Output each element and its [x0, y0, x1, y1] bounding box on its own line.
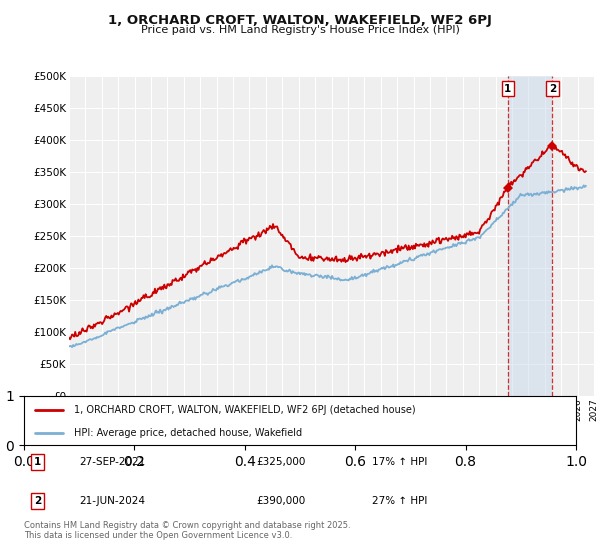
Text: 27-SEP-2021: 27-SEP-2021 — [79, 456, 145, 466]
Text: Contains HM Land Registry data © Crown copyright and database right 2025.
This d: Contains HM Land Registry data © Crown c… — [24, 521, 350, 540]
Text: HPI: Average price, detached house, Wakefield: HPI: Average price, detached house, Wake… — [74, 428, 302, 438]
Text: 2: 2 — [34, 496, 41, 506]
Bar — [508, 76, 553, 396]
Text: 17% ↑ HPI: 17% ↑ HPI — [372, 456, 427, 466]
Text: 21-JUN-2024: 21-JUN-2024 — [79, 496, 145, 506]
Text: 2: 2 — [549, 83, 556, 94]
Text: £325,000: £325,000 — [256, 456, 305, 466]
Text: 1, ORCHARD CROFT, WALTON, WAKEFIELD, WF2 6PJ (detached house): 1, ORCHARD CROFT, WALTON, WAKEFIELD, WF2… — [74, 405, 415, 415]
Text: Price paid vs. HM Land Registry's House Price Index (HPI): Price paid vs. HM Land Registry's House … — [140, 25, 460, 35]
Text: 1, ORCHARD CROFT, WALTON, WAKEFIELD, WF2 6PJ: 1, ORCHARD CROFT, WALTON, WAKEFIELD, WF2… — [108, 14, 492, 27]
Text: 1: 1 — [34, 456, 41, 466]
Text: 1: 1 — [504, 83, 511, 94]
Text: 27% ↑ HPI: 27% ↑ HPI — [372, 496, 427, 506]
Text: £390,000: £390,000 — [256, 496, 305, 506]
